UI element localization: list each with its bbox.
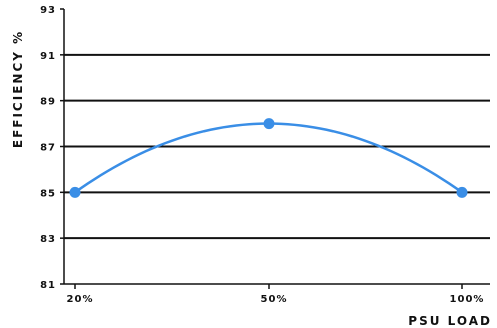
x-tick-label: 20% bbox=[67, 294, 94, 305]
data-point bbox=[69, 186, 81, 198]
y-tick-label: 81 bbox=[40, 280, 56, 291]
gridlines bbox=[64, 53, 490, 240]
y-axis-title: EFFICIENCY % bbox=[11, 30, 25, 148]
y-tick-label: 91 bbox=[40, 51, 56, 62]
x-tick-label: 50% bbox=[261, 294, 288, 305]
axes bbox=[60, 8, 490, 289]
series-line bbox=[74, 122, 463, 194]
data-point bbox=[263, 118, 275, 130]
y-tick-label: 85 bbox=[40, 188, 56, 199]
y-tick-label: 83 bbox=[40, 234, 56, 245]
y-tick-label: 89 bbox=[40, 97, 56, 108]
x-tick-labels: 20% 50% 100% bbox=[67, 294, 485, 305]
data-point bbox=[456, 186, 468, 198]
y-tick-labels: 81 83 85 87 89 91 93 bbox=[40, 5, 56, 291]
y-tick-label: 93 bbox=[40, 5, 56, 16]
x-axis-title: PSU LOAD bbox=[408, 314, 492, 328]
x-tick-label: 100% bbox=[450, 294, 485, 305]
y-tick-label: 87 bbox=[40, 143, 56, 154]
series-layer bbox=[69, 118, 468, 198]
